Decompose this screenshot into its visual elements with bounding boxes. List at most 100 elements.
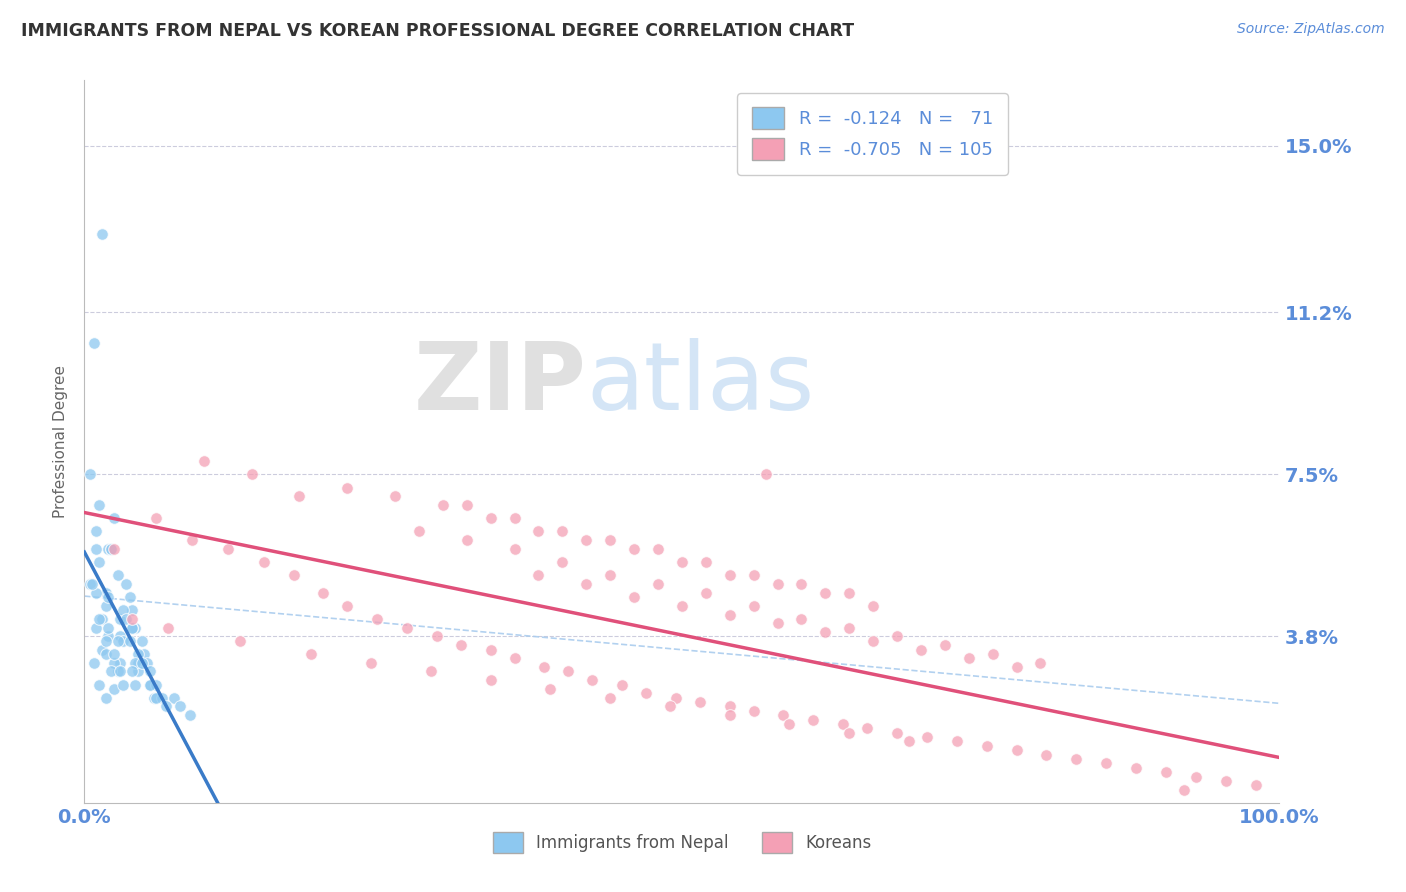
Point [157,621,180,635]
Point [360,656,382,670]
Point [527,568,550,582]
Text: atlas: atlas [586,338,814,430]
Point [217,541,239,556]
Point [647,577,669,591]
Point [503,651,526,665]
Point [533,660,555,674]
Point [671,555,693,569]
Point [121,621,143,635]
Point [647,541,669,556]
Point [103,541,125,556]
Point [132,647,156,661]
Point [121,612,143,626]
Point [689,695,711,709]
Point [83,656,105,670]
Point [790,577,813,591]
Point [832,717,855,731]
Point [665,690,688,705]
Point [575,533,598,547]
Point [814,625,837,640]
Point [121,665,143,679]
Point [100,665,122,679]
Point [79,577,101,591]
Point [575,577,598,591]
Point [623,590,645,604]
Point [898,734,921,748]
Point [366,612,388,626]
Point [103,681,125,696]
Point [127,647,149,661]
Text: ZIP: ZIP [413,338,586,430]
Point [94,599,117,613]
Point [1005,743,1028,757]
Point [790,612,813,626]
Point [1029,656,1052,670]
Point [540,681,562,696]
Point [127,656,149,670]
Point [86,524,108,539]
Point [115,577,138,591]
Point [118,633,141,648]
Point [301,647,323,661]
Point [121,621,143,635]
Point [91,642,114,657]
Point [124,656,146,670]
Point [139,677,162,691]
Point [111,603,134,617]
Point [718,568,741,582]
Point [814,585,837,599]
Point [456,498,478,512]
Point [766,577,789,591]
Point [103,647,125,661]
Point [503,511,526,525]
Point [1066,752,1088,766]
Point [910,642,932,657]
Point [107,665,129,679]
Point [503,541,526,556]
Point [976,739,998,753]
Point [139,665,162,679]
Point [97,621,120,635]
Point [103,511,125,525]
Point [103,656,125,670]
Text: Source: ZipAtlas.com: Source: ZipAtlas.com [1237,22,1385,37]
Point [862,599,884,613]
Point [94,633,117,648]
Point [838,621,860,635]
Point [86,585,108,599]
Point [91,612,114,626]
Point [779,717,801,731]
Point [253,555,276,569]
Point [981,647,1004,661]
Point [1035,747,1057,762]
Point [97,629,120,643]
Point [1215,773,1237,788]
Point [551,555,574,569]
Point [527,524,550,539]
Point [432,498,454,512]
Point [766,616,789,631]
Point [131,633,153,648]
Point [87,677,110,691]
Point [97,541,120,556]
Point [479,642,502,657]
Point [80,577,103,591]
Point [312,585,335,599]
Point [139,677,162,691]
Point [856,722,879,736]
Point [145,690,167,705]
Point [838,725,860,739]
Point [111,633,134,648]
Point [803,713,825,727]
Point [718,708,741,723]
Point [426,629,449,643]
Point [110,665,132,679]
Point [181,533,204,547]
Point [886,725,908,739]
Point [229,633,252,648]
Point [551,524,574,539]
Point [86,621,108,635]
Point [755,467,778,482]
Point [145,511,167,525]
Point [479,511,502,525]
